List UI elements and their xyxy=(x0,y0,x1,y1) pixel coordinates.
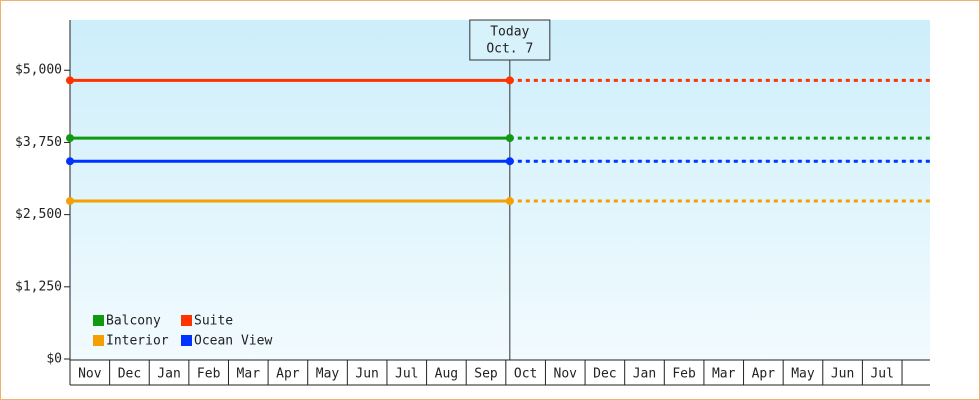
x-tick-label: Feb xyxy=(672,367,696,382)
legend-label: Balcony xyxy=(106,314,161,329)
x-tick-label: Oct xyxy=(514,367,537,382)
x-tick-label: Mar xyxy=(237,367,261,382)
y-tick-label: $2,500 xyxy=(15,207,62,222)
legend-swatch xyxy=(181,315,192,326)
x-tick-label: Nov xyxy=(554,367,578,382)
series-point xyxy=(505,197,514,206)
series-point xyxy=(66,197,74,206)
legend-swatch xyxy=(181,335,192,346)
x-tick-label: Jan xyxy=(157,367,180,382)
series-point xyxy=(66,76,74,85)
y-tick-label: $5,000 xyxy=(15,63,62,78)
today-title: Today xyxy=(490,25,529,40)
y-tick-label: $3,750 xyxy=(15,135,62,150)
x-tick-label: Dec xyxy=(593,367,616,382)
x-tick-label: Jul xyxy=(870,367,893,382)
x-tick-label: Apr xyxy=(752,367,776,382)
x-tick-label: Jun xyxy=(355,367,378,382)
x-tick-label: Dec xyxy=(118,367,141,382)
x-tick-label: Jun xyxy=(831,367,854,382)
y-tick-label: $0 xyxy=(46,352,62,367)
series-point xyxy=(505,134,514,143)
x-tick-label: Feb xyxy=(197,367,221,382)
series-point xyxy=(66,157,74,166)
y-tick-label: $1,250 xyxy=(15,279,62,294)
x-tick-label: Aug xyxy=(435,367,458,382)
legend-label: Ocean View xyxy=(194,334,272,349)
today-date: Oct. 7 xyxy=(486,42,533,57)
x-tick-label: Apr xyxy=(276,367,300,382)
x-tick-label: May xyxy=(791,367,815,382)
legend-label: Suite xyxy=(194,314,233,329)
x-tick-label: Sep xyxy=(474,367,498,382)
legend-swatch xyxy=(93,315,104,326)
plot-area xyxy=(70,20,930,360)
x-tick-label: Nov xyxy=(78,367,102,382)
legend-swatch xyxy=(93,335,104,346)
x-tick-label: Mar xyxy=(712,367,736,382)
x-tick-label: Jan xyxy=(633,367,656,382)
series-point xyxy=(66,134,74,143)
x-tick-label: Jul xyxy=(395,367,418,382)
today-box xyxy=(469,19,551,61)
series-point xyxy=(505,157,514,166)
x-tick-label: May xyxy=(316,367,340,382)
legend-label: Interior xyxy=(106,334,169,349)
series-point xyxy=(505,76,514,85)
